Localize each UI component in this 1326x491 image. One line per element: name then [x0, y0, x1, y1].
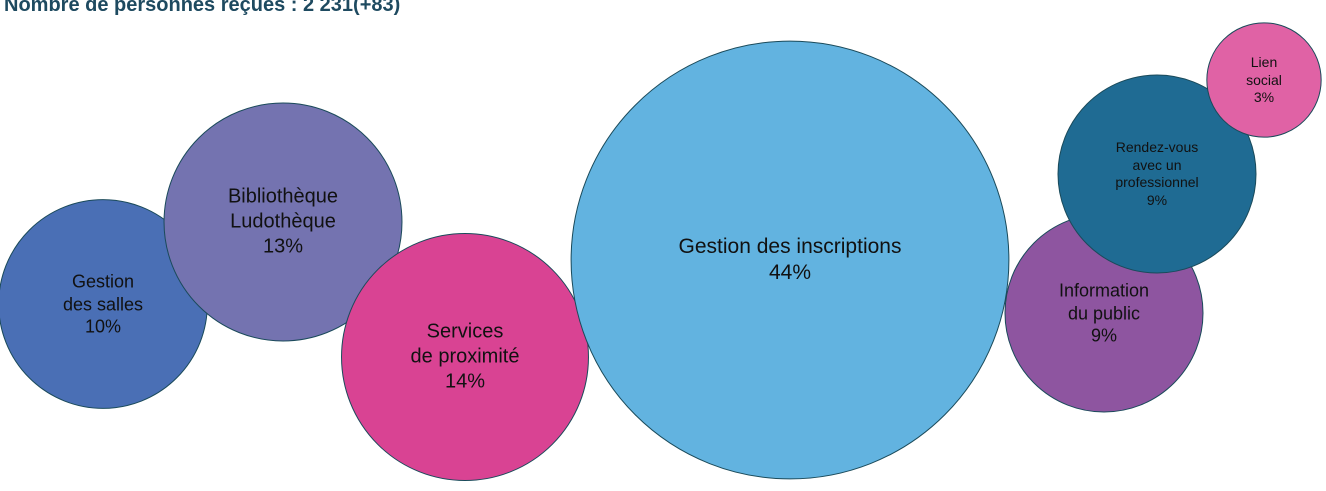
value-label: 9%	[1146, 191, 1168, 208]
category-label: Information du public	[1058, 280, 1150, 323]
bubble-label: Lien social 3%	[1233, 54, 1295, 107]
category-label: Lien social	[1246, 53, 1282, 88]
bubble-label: Gestion des inscriptions 44%	[679, 234, 902, 287]
bubble	[341, 233, 589, 481]
chart-title: Nombre de personnes reçues : 2 231(+83)	[4, 0, 401, 16]
bubble-label: Rendez-vous avec un professionnel 9%	[1115, 139, 1198, 209]
value-label: 3%	[1253, 88, 1275, 105]
category-label: Bibliothèque Ludothèque	[227, 185, 339, 233]
bubble	[163, 102, 403, 342]
bubble-label: Gestion des salles 10%	[63, 270, 143, 338]
bubble	[1206, 22, 1322, 138]
bubble	[570, 40, 1010, 480]
value-label: 9%	[1090, 325, 1118, 346]
value-label: 44%	[768, 261, 812, 284]
category-label: Rendez-vous avec un professionnel	[1115, 139, 1199, 190]
value-label: 13%	[262, 235, 304, 258]
bubble-label: Bibliothèque Ludothèque 13%	[228, 185, 338, 260]
value-label: 14%	[444, 370, 486, 393]
value-label: 10%	[84, 316, 122, 337]
category-label: Gestion des salles	[62, 271, 144, 314]
bubble	[1057, 74, 1257, 274]
bubble-label: Services de proximité 14%	[411, 320, 520, 395]
category-label: Gestion des inscriptions	[678, 234, 902, 258]
category-label: Services de proximité	[410, 320, 520, 368]
bubble-label: Information du public 9%	[1059, 279, 1149, 347]
